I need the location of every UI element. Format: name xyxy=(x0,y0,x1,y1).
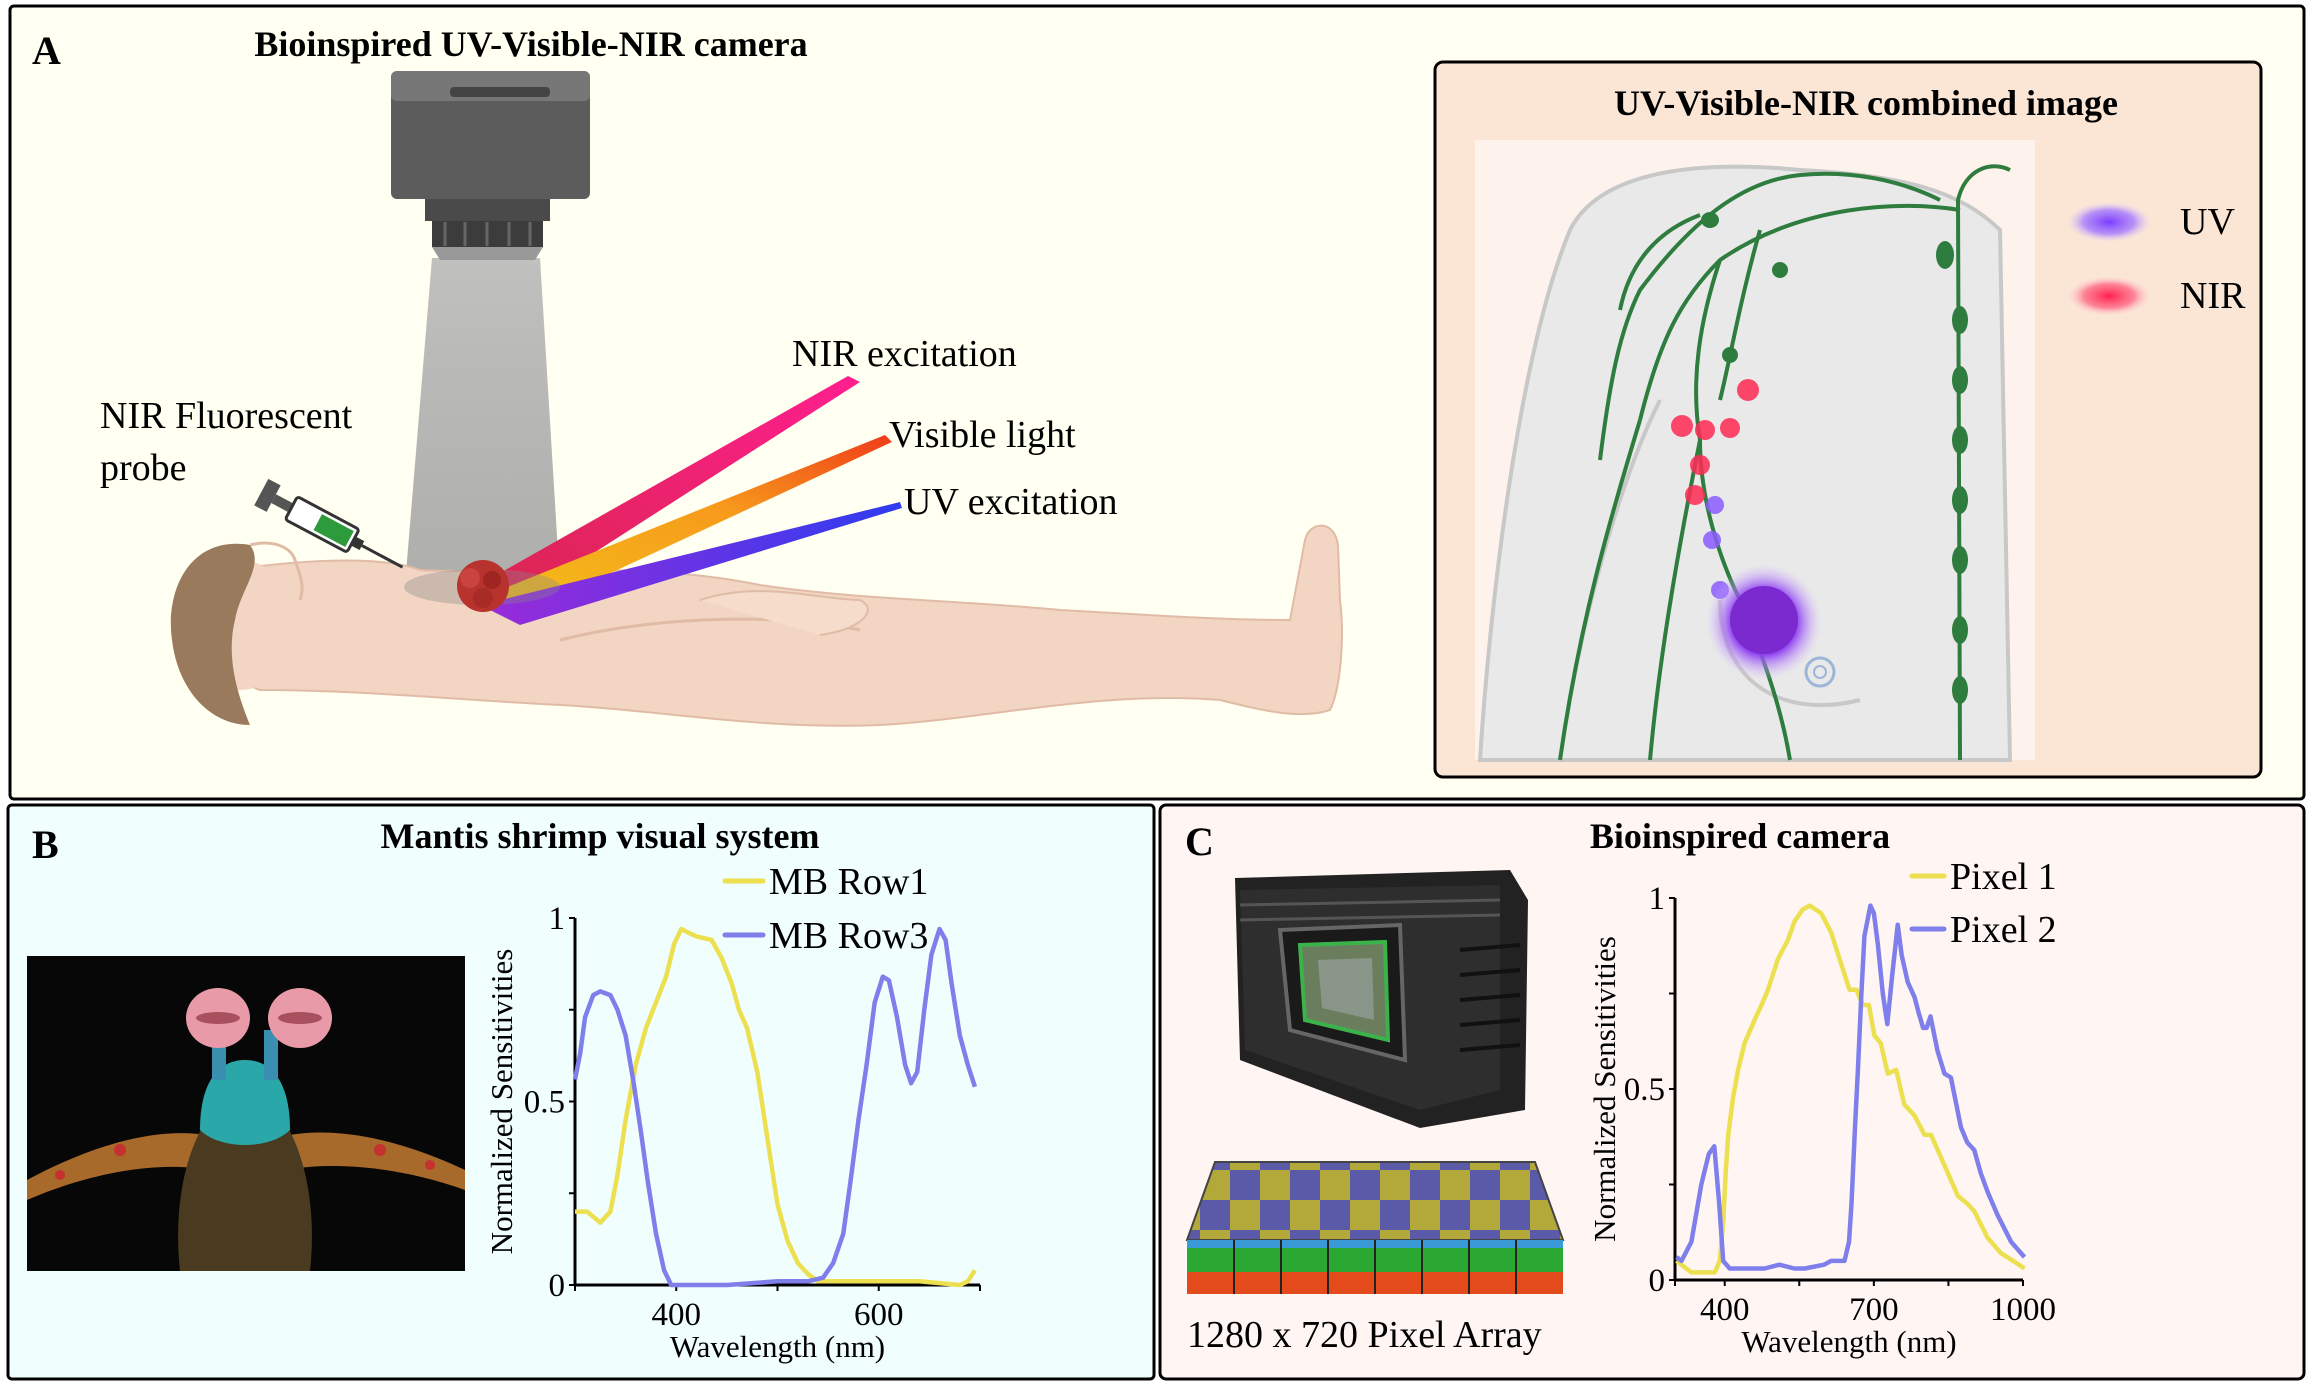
syringe-icon xyxy=(254,478,404,569)
x-tick-label: 600 xyxy=(854,1297,904,1333)
visible-light-label: Visible light xyxy=(889,414,1076,456)
nir-legend-swatch xyxy=(2067,276,2151,316)
chart-b: 400 600 0 0.5 1 Wavelength (nm) Normalized Sen… xyxy=(484,861,981,1364)
y-tick-label: 1 xyxy=(1649,881,1666,917)
x-tick-label: 1000 xyxy=(1990,1292,2056,1328)
mantis-shrimp-photo xyxy=(27,956,465,1271)
nir-excitation-beam xyxy=(470,376,860,610)
pixel-array-illustration xyxy=(1185,1161,1565,1294)
lymphatic-illustration xyxy=(1475,140,2035,762)
legend-label: MB Row3 xyxy=(769,915,928,957)
y-tick-label: 0.5 xyxy=(1624,1072,1665,1108)
series-line-mb-row3 xyxy=(572,926,978,1288)
y-tick-label: 1 xyxy=(549,901,566,937)
y-axis-label: Normalized Sensitivities xyxy=(484,949,519,1255)
y-tick-label: 0 xyxy=(1649,1263,1666,1299)
camera-photo xyxy=(1235,870,1528,1128)
x-tick-label: 400 xyxy=(1700,1292,1750,1328)
nir-excitation-label: NIR excitation xyxy=(792,333,1017,375)
x-tick-label: 400 xyxy=(652,1297,702,1333)
chart-c: 400 700 1000 0 0.5 1 Wavelength (nm) Normalized… xyxy=(1587,856,2057,1359)
tumor-illustration xyxy=(457,560,509,612)
panel-a: A Bioinspired UV-Visible-NIR camera xyxy=(8,4,2306,801)
panel-c-title: Bioinspired camera xyxy=(1590,816,1890,856)
visible-light-beam xyxy=(475,435,892,620)
inset-title: UV-Visible-NIR combined image xyxy=(1614,83,2118,123)
y-tick-label: 0 xyxy=(549,1268,566,1304)
panel-a-title: Bioinspired UV-Visible-NIR camera xyxy=(254,24,807,64)
probe-label-line1: NIR Fluorescent xyxy=(100,395,353,437)
series-line-mb-row1 xyxy=(575,926,977,1288)
series-line-pixel-1 xyxy=(1675,903,2026,1275)
panel-b-title: Mantis shrimp visual system xyxy=(380,816,819,856)
uv-excitation-beam xyxy=(480,502,902,625)
nir-legend-label: NIR xyxy=(2180,275,2246,317)
x-axis-label: Wavelength (nm) xyxy=(670,1329,885,1364)
y-axis-label: Normalized Sensitivities xyxy=(1587,936,1622,1242)
y-tick-label: 0.5 xyxy=(524,1085,565,1121)
probe-label-line2: probe xyxy=(100,447,187,489)
camera-illustration xyxy=(391,71,590,260)
x-tick-label: 700 xyxy=(1849,1292,1899,1328)
light-cone xyxy=(405,258,560,585)
panel-c-label: C xyxy=(1185,819,1214,864)
panel-a-label: A xyxy=(32,28,61,73)
panel-c: C Bioinspired camera 1280 x 720 Pixel Ar… xyxy=(1158,803,2306,1381)
panel-b-label: B xyxy=(32,822,59,867)
uv-excitation-label: UV excitation xyxy=(904,481,1118,523)
series-line-pixel-2 xyxy=(1675,903,2027,1271)
panel-b: B Mantis shrimp visual system 400 600 0 0.5… xyxy=(6,803,1156,1381)
legend-label: Pixel 1 xyxy=(1950,856,2057,898)
x-axis-label: Wavelength (nm) xyxy=(1741,1324,1956,1359)
legend-label: MB Row1 xyxy=(769,861,928,903)
pixel-array-caption: 1280 x 720 Pixel Array xyxy=(1187,1314,1542,1356)
uv-legend-label: UV xyxy=(2180,201,2235,243)
uv-legend-swatch xyxy=(2067,202,2151,242)
combined-image-inset: UV-Visible-NIR combined image xyxy=(1433,60,2263,779)
legend-label: Pixel 2 xyxy=(1950,909,2057,951)
